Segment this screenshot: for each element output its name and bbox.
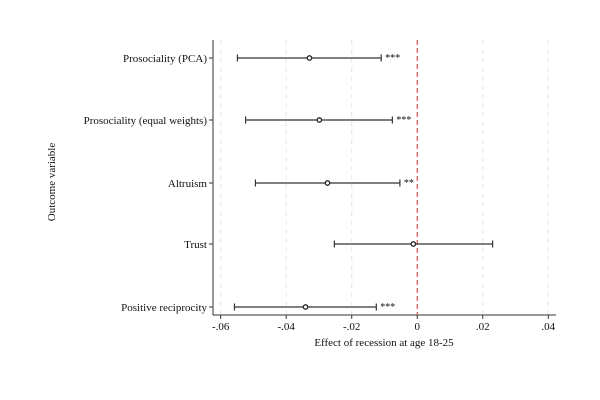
estimate-row: Prosociality (equal weights) *** (84, 115, 412, 127)
y-tick-label: Trust (184, 239, 207, 251)
x-tick-label: .04 (541, 321, 555, 333)
point-estimate (316, 117, 323, 123)
x-axis-label: Effect of recession at age 18-25 (314, 337, 454, 349)
x-tick-label: -.04 (278, 321, 296, 333)
significance-stars: *** (385, 53, 400, 64)
y-tick-label: Altruism (168, 178, 208, 190)
y-tick-label: Prosociality (equal weights) (84, 115, 208, 127)
x-tick-label: -.02 (343, 321, 360, 333)
point-estimate (324, 180, 331, 186)
estimate-row: Altruism ** (168, 178, 414, 190)
significance-stars: ** (404, 178, 414, 189)
y-tick-label: Prosociality (PCA) (123, 53, 207, 65)
point-estimate (302, 304, 309, 310)
point-estimate (306, 55, 313, 61)
grid-lines (220, 40, 549, 315)
x-tick-label: 0 (415, 321, 421, 333)
significance-stars: *** (396, 115, 411, 126)
x-ticks: -.06 -.04 -.02 0 .02 .04 (212, 315, 556, 333)
y-axis-label: Outcome variable (46, 143, 58, 222)
estimate-row: Trust (184, 239, 494, 251)
x-tick-label: .02 (476, 321, 490, 333)
x-tick-label: -.06 (212, 321, 230, 333)
estimates: Prosociality (PCA) ***Prosociality (equal… (84, 53, 494, 314)
y-tick-label: Positive reciprocity (121, 302, 207, 314)
estimate-row: Positive reciprocity *** (121, 302, 395, 314)
estimate-row: Prosociality (PCA) *** (123, 53, 400, 65)
significance-stars: *** (380, 302, 395, 313)
point-estimate (410, 241, 417, 247)
